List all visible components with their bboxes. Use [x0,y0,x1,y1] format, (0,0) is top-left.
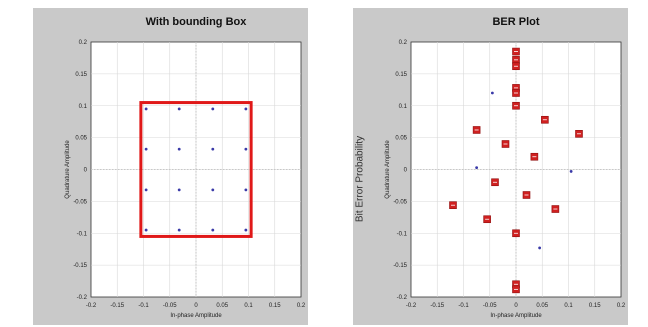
bounding-box-chart-point [177,147,181,151]
bounding-box-chart-point [177,228,181,232]
ber-side-label: Bit Error Probability [354,135,366,223]
ber-chart-error-marker [512,89,520,97]
ber-chart-point [475,166,479,169]
bounding-box-chart-xtick: -0.15 [110,303,124,309]
ber-chart-point [490,91,494,95]
bounding-box-chart-ytick: -0.1 [77,231,88,237]
ber-chart-xtick: 0.1 [564,303,573,309]
ber-chart-xtick: 0.05 [536,303,548,309]
bounding-box-chart-point [177,188,181,192]
ber-chart-ytick: -0.1 [397,231,408,237]
ber-chart-error-marker [522,191,531,199]
bounding-box-chart-title: With bounding Box [146,16,248,28]
bounding-box-chart-point [211,147,215,151]
bounding-box-chart: With bounding Box -0.2 0.2 -0.15 0.15 -0.1 0.1… [65,16,306,319]
ber-chart-error-marker [512,229,520,238]
bounding-box-chart-ytick: -0.2 [77,295,88,301]
bounding-box-chart-point [244,107,248,111]
ber-chart-xtick: -0.05 [483,303,497,309]
ber-chart-error-marker [512,47,520,56]
bounding-box-chart-ytick: 0 [84,168,88,174]
bounding-box-chart-xtick: -0.2 [86,303,97,309]
bounding-box-chart-point [144,188,148,192]
bounding-box-chart-ytick: 0.15 [75,72,87,78]
ber-chart-xtick: -0.1 [458,303,469,309]
ber-chart: BER Plot -0.2 0.2 -0.15 0.15 -0.1 0.1 -0.05 0.05… [385,16,626,319]
ber-chart-title: BER Plot [492,16,539,28]
bounding-box-chart-ylabel: Quadrature Amplitude [65,140,71,199]
bounding-box-chart-ytick: -0.05 [73,199,87,205]
ber-chart-error-marker [530,152,539,161]
bounding-box-figure: With bounding Box -0.2 0.2 -0.15 0.15 -0.1 0.1… [33,8,308,325]
ber-chart-ytick: 0.15 [395,72,407,78]
ber-chart-ytick: 0.05 [395,136,407,142]
bounding-box-chart-xtick: 0.1 [244,303,253,309]
ber-chart-error-marker [483,215,491,224]
bounding-box-chart-point [144,107,148,111]
ber-chart-error-marker [472,126,481,134]
bounding-box-chart-bounding-box [139,101,253,238]
ber-chart-error-marker [501,140,510,148]
bounding-box-chart-ytick: -0.15 [73,263,87,269]
bounding-box-chart-xtick: 0.15 [269,303,281,309]
bounding-box-chart-xtick: -0.05 [163,303,177,309]
ber-chart-error-marker [551,205,560,213]
ber-chart-point [538,246,542,250]
ber-chart-error-marker [575,130,583,138]
bounding-box-chart-ytick: 0.1 [79,104,88,110]
ber-chart-ytick: -0.15 [393,263,407,269]
ber-chart-error-marker [449,201,457,209]
bounding-box-chart-point [177,107,181,111]
ber-chart-point [569,170,573,173]
bounding-box-chart-xtick: 0.2 [297,303,306,309]
ber-chart-ytick: 0.1 [399,104,408,110]
bounding-box-chart-point [144,147,148,151]
ber-chart-xtick: 0.2 [617,303,626,309]
bounding-box-chart-point [144,228,148,232]
ber-chart-error-marker [512,101,520,110]
ber-chart-error-marker [541,115,549,124]
ber-chart-ytick: 0 [404,168,408,174]
bounding-box-chart-point [244,228,248,232]
bounding-box-chart-point [244,147,248,151]
bounding-box-chart-xtick: 0 [194,303,198,309]
ber-chart-error-marker [512,62,520,71]
bounding-box-chart-xtick: 0.05 [216,303,228,309]
ber-chart-error-marker [512,56,520,64]
bounding-box-chart-point [211,107,215,111]
ber-figure: BER Plot -0.2 0.2 -0.15 0.15 -0.1 0.1 -0.05 0.05… [353,8,628,325]
bounding-box-chart-point [211,228,215,232]
ber-chart-xlabel: In-phase Amplitude [490,313,542,319]
bounding-box-chart-point [211,188,215,192]
ber-chart-ytick: -0.05 [393,199,407,205]
ber-chart-xtick: 0.15 [589,303,601,309]
ber-chart-ytick: 0.2 [399,40,408,46]
bounding-box-chart-point [244,188,248,192]
ber-chart-error-marker [512,285,520,294]
bounding-box-chart-ytick: 0.2 [79,40,88,46]
ber-chart-xtick: -0.2 [406,303,417,309]
ber-chart-ylabel: Quadrature Amplitude [385,140,391,199]
bounding-box-chart-xtick: -0.1 [138,303,149,309]
ber-chart-error-marker [491,178,499,187]
ber-chart-ytick: -0.2 [397,295,408,301]
bounding-box-chart-ytick: 0.05 [75,136,87,142]
ber-chart-xtick: 0 [514,303,518,309]
ber-chart-xtick: -0.15 [430,303,444,309]
bounding-box-chart-xlabel: In-phase Amplitude [170,313,222,319]
